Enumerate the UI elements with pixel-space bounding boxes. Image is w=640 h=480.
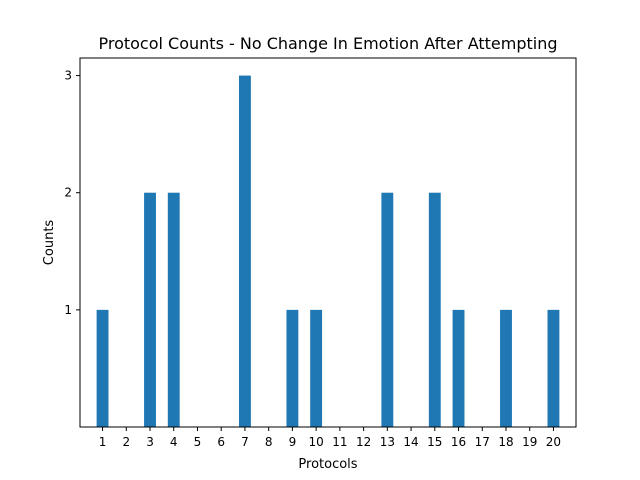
y-axis-label: Counts xyxy=(42,220,57,266)
x-tick-label: 15 xyxy=(427,435,442,449)
x-tick-label: 14 xyxy=(403,435,418,449)
bar-protocol-16 xyxy=(452,309,465,427)
x-tick-label: 17 xyxy=(475,435,490,449)
x-tick-label: 11 xyxy=(332,435,347,449)
bar-protocol-4 xyxy=(167,192,180,427)
x-tick-label: 16 xyxy=(451,435,466,449)
x-tick-label: 20 xyxy=(546,435,561,449)
bar-protocol-3 xyxy=(144,192,156,427)
plot-frame xyxy=(79,57,577,428)
bar-protocol-13 xyxy=(381,192,394,427)
x-tick-label: 3 xyxy=(146,435,154,449)
x-tick-label: 18 xyxy=(498,435,513,449)
x-tick-label: 2 xyxy=(122,435,130,449)
bar-protocol-10 xyxy=(310,309,323,427)
bars xyxy=(96,75,560,427)
bar-protocol-7 xyxy=(239,75,251,427)
x-tick-label: 1 xyxy=(99,435,107,449)
y-tick-label: 3 xyxy=(64,69,72,83)
x-tick-label: 5 xyxy=(194,435,202,449)
x-tick-label: 13 xyxy=(380,435,395,449)
y-axis-ticks: 1 2 3 xyxy=(64,69,80,317)
x-tick-label: 9 xyxy=(289,435,297,449)
x-axis-label: Protocols xyxy=(298,457,357,472)
x-tick-label: 19 xyxy=(522,435,537,449)
chart-title: Protocol Counts - No Change In Emotion A… xyxy=(98,34,557,53)
y-tick-label: 1 xyxy=(64,303,72,317)
x-axis-ticks: 1 2 3 4 5 6 7 8 9 10 11 12 13 14 15 16 17 18 19 20 xyxy=(99,427,561,449)
x-tick-label: 7 xyxy=(241,435,249,449)
bar-protocol-18 xyxy=(500,309,512,427)
bar-protocol-15 xyxy=(428,192,441,427)
y-tick-label: 2 xyxy=(64,186,72,200)
x-tick-label: 10 xyxy=(308,435,323,449)
bar-protocol-9 xyxy=(286,309,299,427)
x-tick-label: 6 xyxy=(217,435,225,449)
x-tick-label: 12 xyxy=(356,435,371,449)
bar-protocol-20 xyxy=(547,309,560,427)
x-tick-label: 4 xyxy=(170,435,178,449)
bar-protocol-1 xyxy=(96,309,109,427)
x-tick-label: 8 xyxy=(265,435,273,449)
